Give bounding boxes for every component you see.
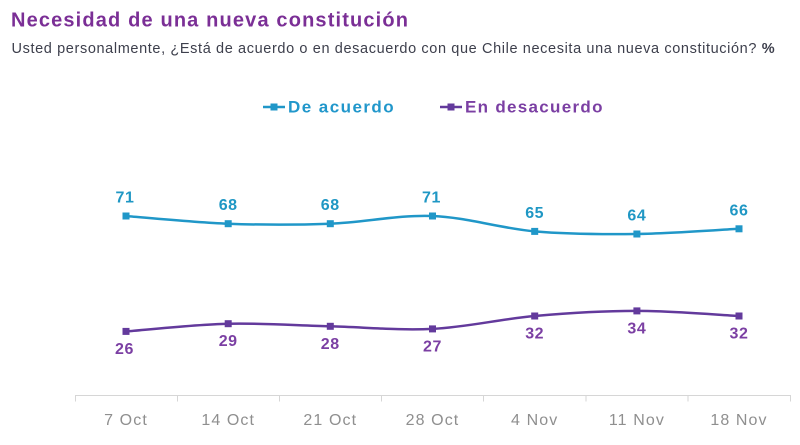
svg-text:29: 29 xyxy=(219,333,238,350)
svg-text:68: 68 xyxy=(321,197,340,214)
svg-text:26: 26 xyxy=(115,341,134,358)
svg-text:14 Oct: 14 Oct xyxy=(201,412,255,429)
svg-text:21 Oct: 21 Oct xyxy=(303,412,357,429)
svg-text:11 Nov: 11 Nov xyxy=(609,412,665,429)
svg-text:28 Oct: 28 Oct xyxy=(406,412,460,429)
svg-text:18 Nov: 18 Nov xyxy=(710,412,767,429)
svg-text:64: 64 xyxy=(627,208,646,225)
svg-text:32: 32 xyxy=(525,326,544,343)
svg-text:4 Nov: 4 Nov xyxy=(511,412,558,429)
svg-text:71: 71 xyxy=(116,190,135,207)
svg-text:27: 27 xyxy=(423,338,442,355)
svg-text:En desacuerdo: En desacuerdo xyxy=(465,98,604,117)
svg-text:28: 28 xyxy=(321,336,340,353)
svg-text:Usted personalmente, ¿Está de: Usted personalmente, ¿Está de acuerdo o … xyxy=(12,41,776,57)
svg-text:68: 68 xyxy=(219,197,238,214)
svg-text:71: 71 xyxy=(422,190,441,207)
svg-text:65: 65 xyxy=(525,205,544,222)
svg-text:7 Oct: 7 Oct xyxy=(104,412,148,429)
svg-text:32: 32 xyxy=(730,326,749,343)
svg-text:De acuerdo: De acuerdo xyxy=(288,98,395,117)
svg-text:Necesidad de una nueva constit: Necesidad de una nueva constitución xyxy=(11,10,409,32)
svg-text:34: 34 xyxy=(627,320,646,337)
svg-text:66: 66 xyxy=(730,202,749,219)
